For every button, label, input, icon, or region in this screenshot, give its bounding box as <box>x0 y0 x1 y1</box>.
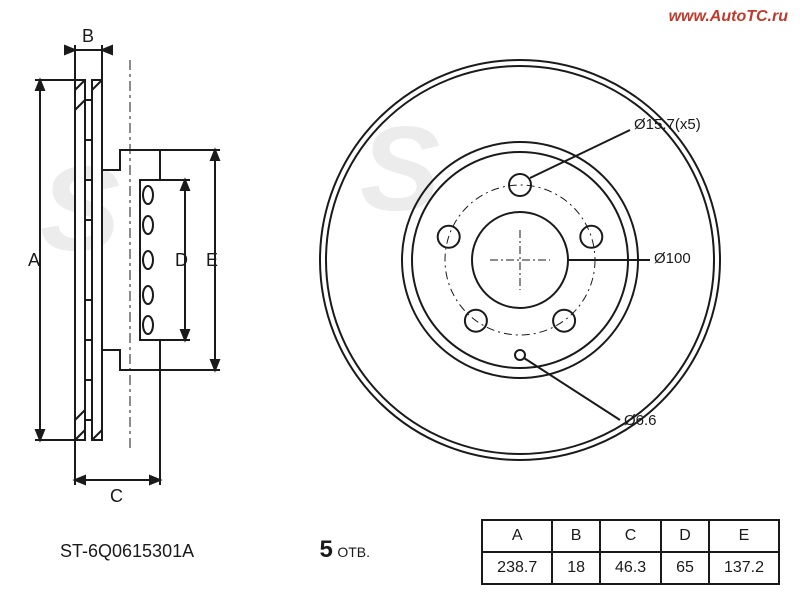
side-view <box>35 45 220 485</box>
td-e: 137.2 <box>709 552 779 584</box>
td-b: 18 <box>552 552 600 584</box>
part-number: ST-6Q0615301A <box>60 541 194 562</box>
td-a: 238.7 <box>482 552 552 584</box>
diagram-svg <box>20 20 780 580</box>
td-d: 65 <box>661 552 709 584</box>
hole-count-label: 5 ОТВ. <box>320 536 370 564</box>
dim-letter-b: B <box>82 26 94 47</box>
dim-letter-a: A <box>28 250 40 271</box>
dim-letter-c: C <box>110 486 123 507</box>
th-a: A <box>482 520 552 552</box>
dimensions-table: A B C D E 238.7 18 46.3 65 137.2 <box>481 519 780 585</box>
th-d: D <box>661 520 709 552</box>
callout-center-bore: Ø100 <box>654 250 691 267</box>
technical-drawing: A B C D E Ø15.7(x5) Ø100 Ø6.6 ST-6Q06153… <box>20 20 780 580</box>
dim-letter-d: D <box>175 250 188 271</box>
callout-bolt-hole: Ø15.7(x5) <box>634 116 701 133</box>
dim-letter-e: E <box>206 250 218 271</box>
th-b: B <box>552 520 600 552</box>
th-c: C <box>600 520 661 552</box>
th-e: E <box>709 520 779 552</box>
callout-locator: Ø6.6 <box>624 412 657 429</box>
td-c: 46.3 <box>600 552 661 584</box>
